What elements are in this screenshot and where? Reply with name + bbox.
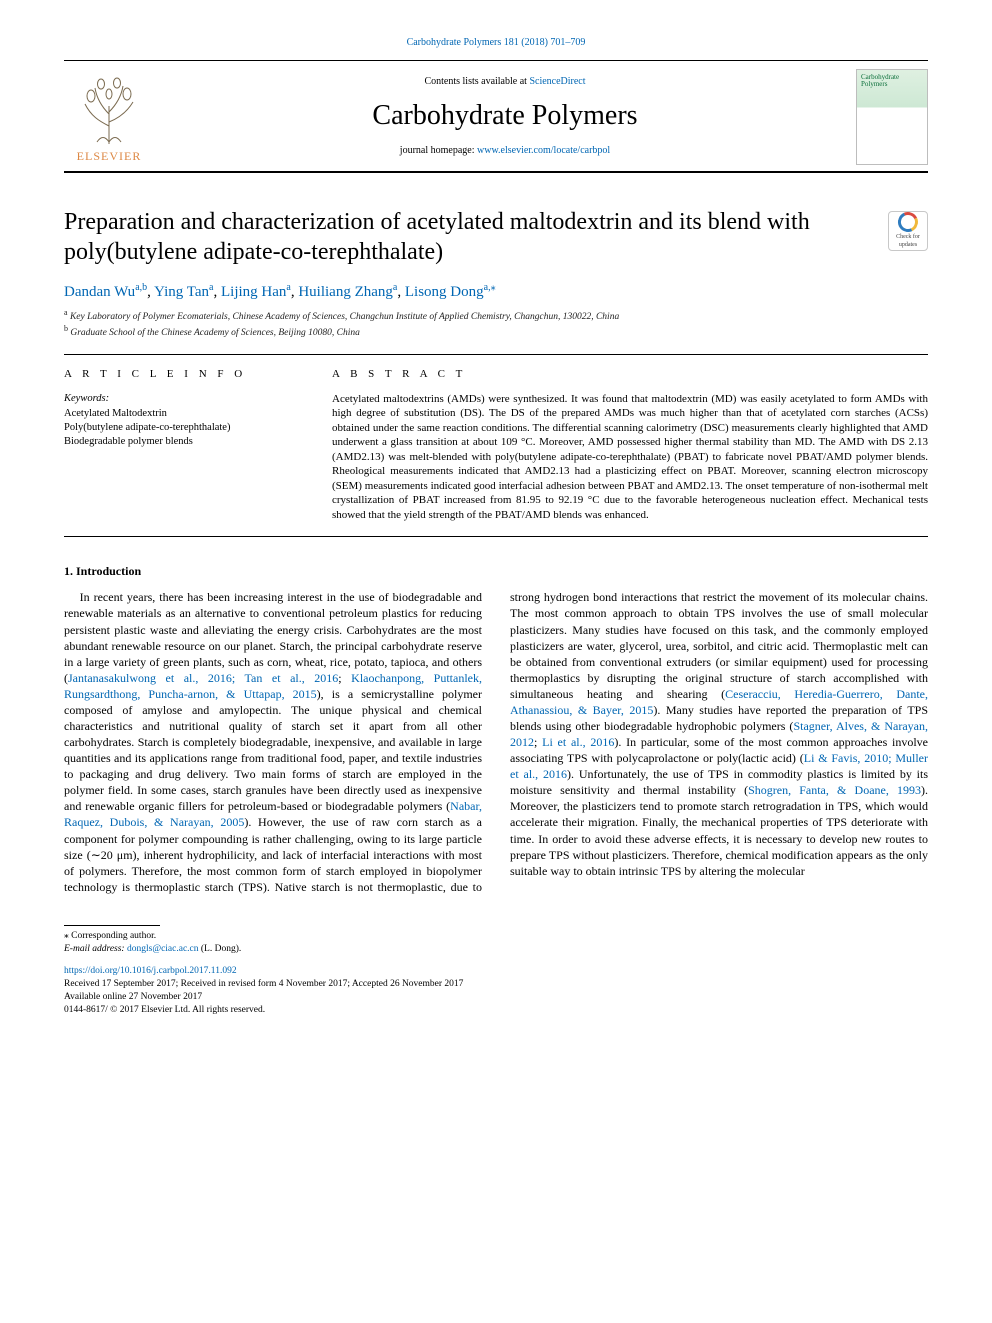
email-tail: (L. Dong). <box>199 944 242 954</box>
article-info-column: A R T I C L E I N F O Keywords: Acetylat… <box>64 367 296 522</box>
article-header: Preparation and characterization of acet… <box>64 207 928 267</box>
email-line: E-mail address: dongls@ciac.ac.cn (L. Do… <box>64 943 928 956</box>
masthead-center: Contents lists available at ScienceDirec… <box>172 75 838 158</box>
elsevier-logo: ELSEVIER <box>64 69 154 165</box>
corresponding-author-note: ⁎ Corresponding author. <box>64 930 928 943</box>
abstract-column: A B S T R A C T Acetylated maltodextrins… <box>332 367 928 522</box>
section-1-head: 1. Introduction <box>64 563 928 579</box>
journal-cover-thumb: Carbohydrate Polymers <box>856 69 928 165</box>
author-2[interactable]: Ying Tan <box>154 284 209 300</box>
t-p2f: ). Moreover, the plasticizers tend to pr… <box>510 783 928 877</box>
keyword-3: Biodegradable polymer blends <box>64 435 296 449</box>
author-3[interactable]: Lijing Han <box>221 284 286 300</box>
journal-masthead: ELSEVIER Contents lists available at Sci… <box>64 60 928 173</box>
abstract-text: Acetylated maltodextrins (AMDs) were syn… <box>332 392 928 523</box>
contents-prefix: Contents lists available at <box>424 76 529 87</box>
affil-b-tag: b <box>64 324 68 333</box>
author-list: Dandan Wua,b, Ying Tana, Lijing Hana, Hu… <box>64 281 928 302</box>
keyword-2: Poly(butylene adipate-co-terephthalate) <box>64 421 296 435</box>
author-1[interactable]: Dandan Wu <box>64 284 135 300</box>
divider-top <box>64 354 928 355</box>
affiliations: a Key Laboratory of Polymer Ecomaterials… <box>64 308 928 340</box>
cite-1[interactable]: Jantanasakulwong et al., 2016; Tan et al… <box>68 671 338 685</box>
author-2-aff[interactable]: a <box>209 282 213 293</box>
affil-a-tag: a <box>64 308 68 317</box>
crossmark-ring-icon <box>895 209 921 234</box>
cover-label-bottom: Polymers <box>861 81 923 89</box>
keyword-1: Acetylated Maltodextrin <box>64 407 296 421</box>
email-label: E-mail address: <box>64 944 127 954</box>
corr-text: Corresponding author. <box>69 931 156 941</box>
intro-paragraph: In recent years, there has been increasi… <box>64 589 928 894</box>
author-5-corr[interactable]: ⁎ <box>491 282 496 293</box>
author-3-aff[interactable]: a <box>286 282 290 293</box>
author-5[interactable]: Lisong Dong <box>405 284 484 300</box>
crossmark-label-1: Check for <box>896 233 920 241</box>
t-p1c: ), is a semicrystalline polymer composed… <box>64 687 482 814</box>
divider-bottom <box>64 536 928 537</box>
page-root: Carbohydrate Polymers 181 (2018) 701–709 <box>0 0 992 1057</box>
affiliation-b: b Graduate School of the Chinese Academy… <box>64 324 928 340</box>
journal-name: Carbohydrate Polymers <box>172 97 838 135</box>
doi-link[interactable]: https://doi.org/10.1016/j.carbpol.2017.1… <box>64 966 237 976</box>
t-p2c: ; <box>534 735 542 749</box>
crossmark-label-2: updates <box>899 241 917 249</box>
footnote-rule <box>64 925 160 926</box>
contents-lists-line: Contents lists available at ScienceDirec… <box>172 75 838 89</box>
keywords-list: Acetylated Maltodextrin Poly(butylene ad… <box>64 407 296 450</box>
elsevier-tree-icon <box>69 76 149 146</box>
footnotes: ⁎ Corresponding author. E-mail address: … <box>64 930 928 956</box>
article-info-head: A R T I C L E I N F O <box>64 367 296 382</box>
homepage-line: journal homepage: www.elsevier.com/locat… <box>172 144 838 158</box>
homepage-link[interactable]: www.elsevier.com/locate/carbpol <box>477 145 610 156</box>
history-line: Received 17 September 2017; Received in … <box>64 978 928 991</box>
elsevier-wordmark: ELSEVIER <box>77 148 142 164</box>
crossmark-badge[interactable]: Check for updates <box>888 211 928 251</box>
keywords-head: Keywords: <box>64 392 296 406</box>
running-header: Carbohydrate Polymers 181 (2018) 701–709 <box>64 36 928 50</box>
homepage-prefix: journal homepage: <box>400 145 477 156</box>
online-line: Available online 27 November 2017 <box>64 991 928 1004</box>
author-5-aff[interactable]: a, <box>484 282 491 293</box>
cite-8[interactable]: Shogren, Fanta, & Doane, 1993 <box>748 783 921 797</box>
affiliation-a: a Key Laboratory of Polymer Ecomaterials… <box>64 308 928 324</box>
email-link[interactable]: dongls@ciac.ac.cn <box>127 944 199 954</box>
affil-b-text: Graduate School of the Chinese Academy o… <box>70 328 360 338</box>
author-4[interactable]: Huiliang Zhang <box>298 284 393 300</box>
article-meta-block: https://doi.org/10.1016/j.carbpol.2017.1… <box>64 965 928 1016</box>
article-info-abstract-row: A R T I C L E I N F O Keywords: Acetylat… <box>64 367 928 522</box>
article-title: Preparation and characterization of acet… <box>64 207 872 267</box>
t-p1b: ; <box>338 671 351 685</box>
sciencedirect-link[interactable]: ScienceDirect <box>529 76 585 87</box>
author-4-aff[interactable]: a <box>393 282 397 293</box>
running-header-link[interactable]: Carbohydrate Polymers 181 (2018) 701–709 <box>407 37 586 48</box>
author-1-aff[interactable]: a,b <box>135 282 147 293</box>
affil-a-text: Key Laboratory of Polymer Ecomaterials, … <box>70 312 619 322</box>
abstract-head: A B S T R A C T <box>332 367 928 382</box>
issn-copyright: 0144-8617/ © 2017 Elsevier Ltd. All righ… <box>64 1004 928 1017</box>
cite-6[interactable]: Li et al., 2016 <box>542 735 614 749</box>
intro-body: In recent years, there has been increasi… <box>64 589 928 894</box>
